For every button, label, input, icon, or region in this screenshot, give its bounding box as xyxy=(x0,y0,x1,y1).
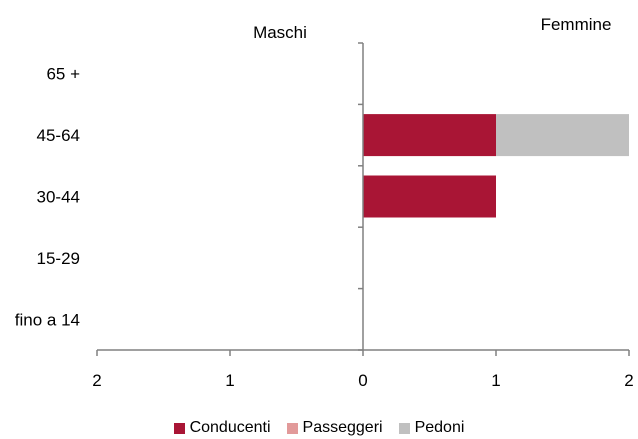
x-tick-label: 0 xyxy=(358,371,367,390)
category-label: fino a 14 xyxy=(15,310,80,329)
bar-pedoni-1 xyxy=(496,114,629,157)
legend-label: Pedoni xyxy=(414,419,465,436)
bar-conducenti-2 xyxy=(363,175,496,218)
category-label: 15-29 xyxy=(37,249,80,268)
legend-swatch xyxy=(286,422,298,434)
legend-label: Passeggeri xyxy=(302,419,383,436)
x-tick-label: 2 xyxy=(624,371,633,390)
legend-item-pedoni: Pedoni xyxy=(398,418,465,438)
legend-swatch xyxy=(173,422,185,434)
x-tick-label: 2 xyxy=(92,371,101,390)
axes-layer xyxy=(96,42,630,356)
category-label: 65 + xyxy=(46,65,80,84)
legend-item-conducenti: Conducenti xyxy=(173,418,271,438)
panel-label-right: Femmine xyxy=(541,15,612,34)
bars-layer xyxy=(363,114,629,218)
panel-label-left: Maschi xyxy=(253,23,307,42)
legend-item-passeggeri: Passeggeri xyxy=(286,418,383,438)
chart: 65 + 45-64 30-44 15-29 fino a 14 2 1 0 1 2 Maschi… xyxy=(15,15,634,390)
bar-conducenti-1 xyxy=(363,114,496,157)
legend: Conducenti Passeggeri Pedoni xyxy=(0,418,638,438)
category-label: 30-44 xyxy=(37,188,80,207)
x-tick-label: 1 xyxy=(491,371,500,390)
category-label: 45-64 xyxy=(37,126,80,145)
legend-label: Conducenti xyxy=(189,419,271,436)
legend-swatch xyxy=(398,422,410,434)
x-tick-label: 1 xyxy=(225,371,234,390)
labels-layer: 65 + 45-64 30-44 15-29 fino a 14 2 1 0 1 2 xyxy=(15,65,634,390)
